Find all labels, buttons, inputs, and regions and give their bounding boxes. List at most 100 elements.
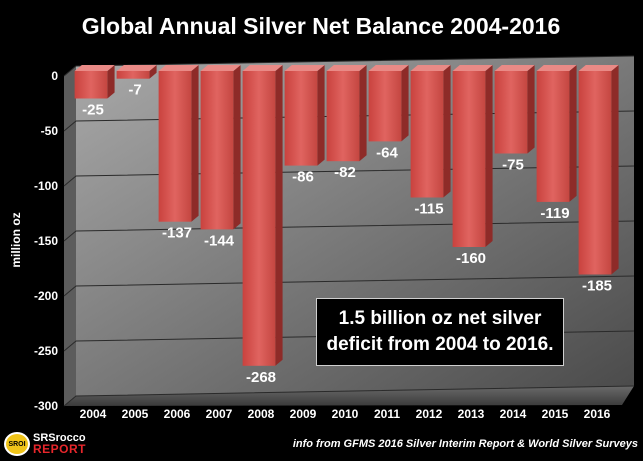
- bar-front: [494, 71, 528, 154]
- bar-top: [284, 65, 325, 71]
- x-tick-label: 2014: [500, 407, 527, 421]
- bar-side: [611, 65, 619, 275]
- bar-front: [326, 71, 360, 162]
- bar-front: [368, 71, 402, 142]
- bar-front: [536, 71, 570, 202]
- bar-top: [200, 65, 241, 71]
- bar: [410, 65, 451, 198]
- chart-title: Global Annual Silver Net Balance 2004-20…: [82, 13, 561, 39]
- logo-top-text: SRSrocco: [33, 432, 86, 444]
- srsrocco-logo: SROI SRSrocco REPORT: [4, 431, 86, 457]
- gridline: [63, 385, 635, 407]
- bar-top: [368, 65, 409, 71]
- bar-front: [242, 71, 276, 366]
- bar-side: [527, 65, 535, 154]
- bar-front: [410, 71, 444, 198]
- x-tick-label: 2009: [290, 407, 317, 421]
- bar: [158, 65, 199, 222]
- y-axis-label: million oz: [9, 212, 23, 267]
- bar-side: [275, 65, 283, 366]
- x-tick-label: 2012: [416, 407, 443, 421]
- x-tick-label: 2013: [458, 407, 485, 421]
- data-label: -268: [246, 369, 276, 386]
- bar-side: [233, 65, 241, 230]
- data-label: -75: [502, 157, 524, 174]
- floor: [64, 386, 634, 406]
- bar: [536, 65, 577, 202]
- x-tick-label: 2006: [164, 407, 191, 421]
- data-label: -185: [582, 278, 612, 295]
- bar-side: [191, 65, 199, 222]
- x-tick-label: 2011: [374, 407, 400, 421]
- x-tick-label: 2015: [542, 407, 569, 421]
- bar-front: [74, 71, 108, 99]
- bar-top: [410, 65, 451, 71]
- logo-wordmark: SRSrocco REPORT: [33, 432, 87, 456]
- bar: [578, 65, 619, 275]
- data-label: -82: [334, 164, 356, 181]
- bar-top: [452, 65, 493, 71]
- bar: [116, 65, 157, 79]
- data-label: -160: [456, 250, 486, 267]
- y-tick-label: -300: [34, 399, 58, 413]
- bar-front: [200, 71, 234, 230]
- bar-front: [284, 71, 318, 166]
- bar-top: [494, 65, 535, 71]
- bar: [326, 65, 367, 162]
- bar: [452, 65, 493, 247]
- bar: [242, 65, 283, 366]
- bar-side: [485, 65, 493, 247]
- gridline: [63, 55, 635, 77]
- gridline: [63, 220, 635, 242]
- y-tick-label: -150: [34, 234, 58, 248]
- y-axis-ticks: 0 -50 -100 -150 -200 -250 -300: [34, 69, 58, 413]
- data-label: -119: [540, 205, 569, 222]
- bar-top: [158, 65, 199, 71]
- annotation-text: 1.5 billion oz net silver deficit from 2…: [326, 308, 554, 355]
- bar-front: [116, 71, 150, 79]
- x-tick-label: 2005: [122, 407, 149, 421]
- data-label: -64: [376, 144, 398, 161]
- annotation-box: 1.5 billion oz net silver deficit from 2…: [316, 298, 564, 366]
- bar: [200, 65, 241, 230]
- bar-side: [359, 65, 367, 162]
- y-tick-label: 0: [51, 69, 58, 83]
- bar: [284, 65, 325, 166]
- bars: [74, 65, 619, 366]
- data-label: -7: [128, 82, 141, 99]
- bar: [74, 65, 115, 99]
- bar-top: [116, 65, 157, 71]
- x-tick-label: 2008: [248, 407, 275, 421]
- y-tick-label: -50: [41, 124, 59, 138]
- data-label: -115: [414, 201, 443, 218]
- x-tick-label: 2016: [584, 407, 611, 421]
- bar-side: [317, 65, 325, 166]
- x-tick-label: 2004: [80, 407, 107, 421]
- data-label: -25: [82, 102, 104, 119]
- data-label: -144: [204, 232, 235, 249]
- bar-front: [578, 71, 612, 275]
- bar-top: [242, 65, 283, 71]
- y-tick-label: -100: [34, 179, 58, 193]
- logo-bottom-text: REPORT: [33, 442, 87, 456]
- bar-top: [326, 65, 367, 71]
- source-note: info from GFMS 2016 Silver Interim Repor…: [292, 438, 638, 450]
- data-labels: -25 -7 -137 -144 -268 -86 -82 -64 -115 -160 -75 -11…: [82, 82, 612, 386]
- y-tick-label: -250: [34, 344, 58, 358]
- bar: [494, 65, 535, 154]
- bar: [368, 65, 409, 142]
- bar-front: [158, 71, 192, 222]
- x-tick-label: 2007: [206, 407, 233, 421]
- y-tick-label: -200: [34, 289, 58, 303]
- bar-side: [569, 65, 577, 202]
- bar-front: [452, 71, 486, 247]
- bar-side: [443, 65, 451, 198]
- bar-top: [74, 65, 115, 71]
- data-label: -137: [162, 225, 192, 242]
- bar-side: [107, 65, 115, 99]
- bar-side: [401, 65, 409, 142]
- gridline: [63, 275, 635, 297]
- bar-top: [536, 65, 577, 71]
- logo-seal-icon: SROI: [4, 432, 30, 456]
